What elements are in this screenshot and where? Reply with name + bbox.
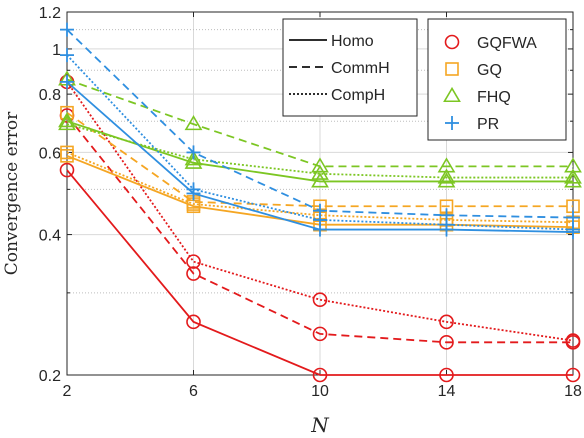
data-point — [565, 367, 581, 383]
series-line — [66, 120, 573, 183]
series-gqfwa-homo — [59, 162, 581, 383]
legend-marker-gqfwa — [444, 34, 460, 50]
y-tick-label: 1.2 — [39, 5, 61, 22]
legend-marker-pr — [445, 116, 459, 130]
data-point — [60, 74, 74, 89]
series-pr-commh — [60, 22, 580, 225]
data-point — [59, 162, 75, 178]
data-point — [60, 105, 74, 120]
y-tick-label: 0.2 — [39, 368, 61, 385]
data-point — [186, 182, 201, 197]
legend-marker-fhq — [443, 86, 461, 103]
data-point — [60, 48, 74, 63]
data-point — [312, 292, 328, 308]
data-point — [186, 314, 201, 330]
y-tick-label: 0.4 — [39, 228, 61, 245]
data-point — [439, 335, 454, 350]
data-point — [58, 115, 76, 131]
legend-methods-box — [427, 18, 567, 141]
legend-label-pr: PR — [477, 116, 499, 133]
data-point — [565, 333, 581, 348]
series-pr-comph — [60, 48, 580, 237]
data-point — [184, 115, 203, 131]
data-point — [311, 157, 329, 173]
legend-label-homo: Homo — [331, 33, 374, 50]
data-point — [186, 145, 201, 160]
series-fhq-comph — [58, 115, 582, 184]
legend-label-comph: CompH — [331, 87, 385, 104]
legend-marker-gq — [445, 62, 459, 76]
x-axis-label: N — [310, 413, 330, 437]
x-tick-label: 6 — [189, 383, 198, 400]
data-point — [312, 326, 328, 342]
data-point — [437, 172, 456, 188]
x-tick-label: 18 — [564, 383, 582, 400]
legend-linestyles: Homo CommH CompH — [282, 18, 418, 117]
data-point — [566, 210, 580, 225]
data-point — [184, 150, 203, 166]
series-line — [66, 169, 573, 376]
series-line — [66, 151, 574, 224]
legend-label-commh: CommH — [331, 60, 390, 77]
data-point — [58, 112, 76, 128]
legend-label-gqfwa: GQFWA — [477, 35, 537, 52]
data-point — [437, 168, 456, 184]
legend-label-fhq: FHQ — [477, 89, 511, 106]
data-point — [186, 254, 201, 269]
data-point — [60, 145, 74, 160]
data-point — [60, 22, 74, 37]
series-line — [66, 114, 573, 344]
data-point — [439, 367, 454, 383]
y-tick-label: 1 — [52, 42, 61, 59]
data-point — [564, 172, 582, 188]
data-point — [439, 314, 454, 330]
data-point — [311, 172, 329, 188]
legend-label-gq: GQ — [477, 62, 502, 79]
x-tick-label: 10 — [311, 383, 329, 400]
y-axis-label: Convergence error — [2, 111, 22, 275]
legend-methods: GQFWA GQ FHQ PR — [427, 18, 567, 141]
data-point — [184, 153, 203, 169]
data-point — [439, 217, 454, 232]
y-tick-label: 0.8 — [39, 87, 61, 104]
data-point — [312, 367, 328, 383]
data-point — [566, 222, 580, 237]
data-point — [564, 157, 582, 173]
series-fhq-homo — [58, 112, 582, 188]
data-point — [311, 164, 329, 180]
data-point — [437, 157, 456, 173]
data-point — [564, 168, 582, 184]
x-tick-label: 2 — [63, 383, 72, 400]
data-point — [313, 212, 327, 227]
y-tick-label: 0.6 — [39, 145, 61, 162]
x-tick-label: 14 — [438, 383, 456, 400]
series-layer — [58, 22, 582, 383]
axes: 2 6 10 14 18 0.2 0.4 0.6 0.8 1 1.2 — [39, 5, 582, 400]
data-point — [186, 266, 201, 281]
